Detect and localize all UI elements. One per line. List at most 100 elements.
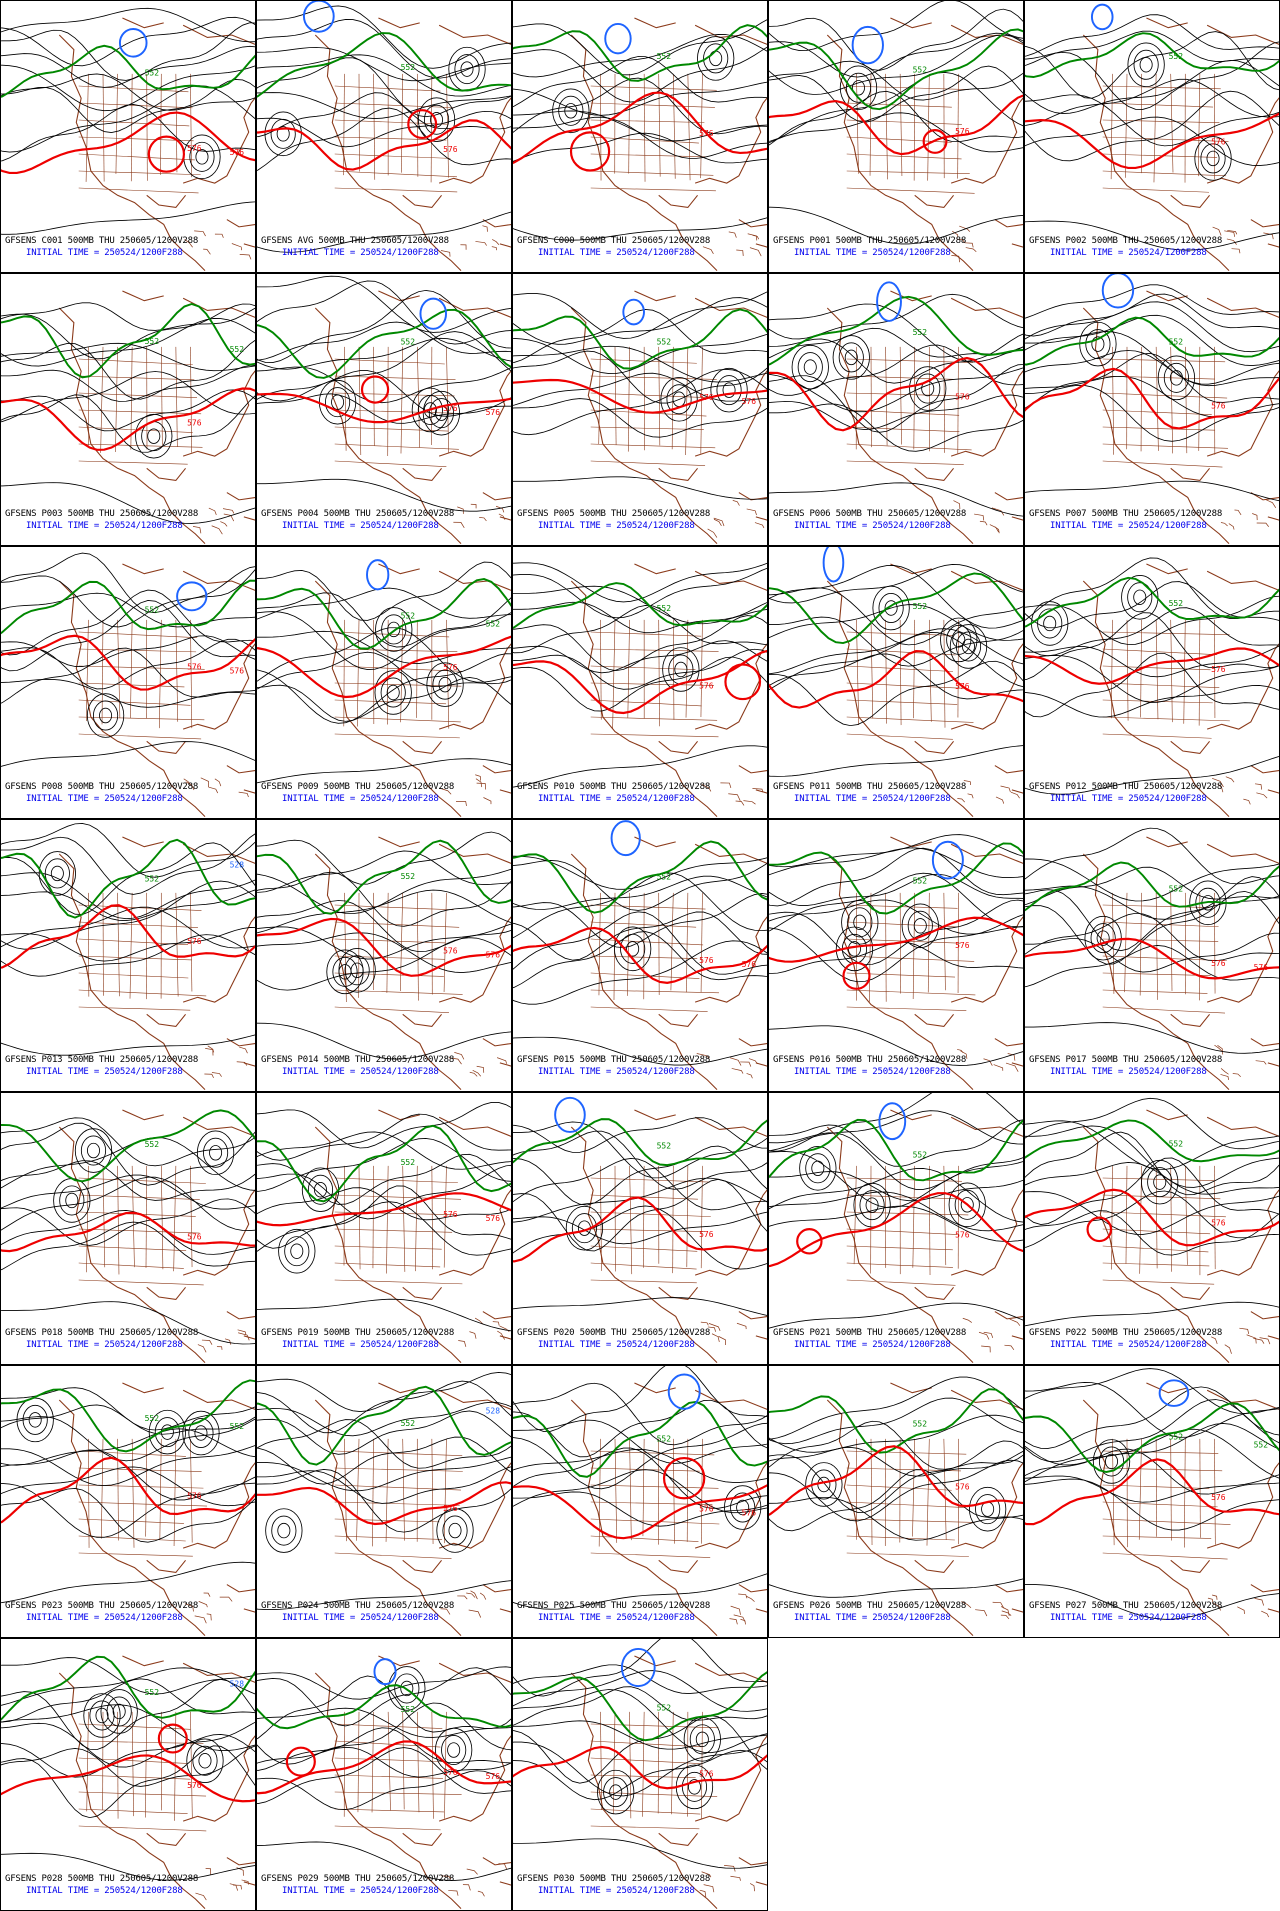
contour-576 <box>769 649 1023 709</box>
ensemble-panel-p025: 552 576 576 GFSENS P025 500MB THU 250605/12… <box>512 1365 768 1638</box>
coastline <box>1082 563 1279 817</box>
contour-label: 552 <box>1169 599 1184 608</box>
map-plot: 552 576 <box>769 547 1023 817</box>
contour-label: 576 <box>443 1210 458 1219</box>
panel-caption: GFSENS P003 500MB THU 250605/1200V288 <box>5 509 199 519</box>
map-plot: 552 576 576 <box>1 552 255 817</box>
contour-576 <box>513 378 767 414</box>
panel-caption: GFSENS P001 500MB THU 250605/1200V288 <box>773 236 967 246</box>
ensemble-panel-p022: 552 576 GFSENS P022 500MB THU 250605/1200V… <box>1024 1092 1280 1365</box>
panel-initial-time: INITIAL TIME = 250524/1200F288 <box>794 794 951 804</box>
contour-528 <box>302 1 335 33</box>
contour-576 <box>769 94 1023 156</box>
contour-label: 552 <box>145 68 160 77</box>
contour-label: 552 <box>1169 338 1184 347</box>
panel-caption: GFSENS P028 500MB THU 250605/1200V288 <box>5 1874 199 1884</box>
ensemble-panel-p012: 552 576 GFSENS P012 500MB THU 250605/1200V… <box>1024 546 1280 819</box>
panel-initial-time: INITIAL TIME = 250524/1200F288 <box>1050 1067 1207 1077</box>
contour-528 <box>610 820 641 857</box>
contour-552 <box>1025 576 1279 628</box>
contour-label: 552 <box>230 1422 245 1431</box>
contour-552 <box>513 308 767 370</box>
contour-label: 576 <box>699 1770 714 1779</box>
contour-552 <box>769 28 1023 111</box>
ensemble-panel-p024: 552 576 528 GFSENS P024 500MB THU 250605/12… <box>256 1365 512 1638</box>
contour-label: 576 <box>486 1772 501 1781</box>
panel-initial-time: INITIAL TIME = 250524/1200F288 <box>538 1886 695 1896</box>
contour-528 <box>667 1373 701 1410</box>
coastline <box>570 290 767 544</box>
coastline <box>314 1655 511 1909</box>
contour-label: 576 <box>1211 1219 1226 1228</box>
panel-initial-time: INITIAL TIME = 250524/1200F288 <box>26 521 183 531</box>
contour-552 <box>257 308 511 379</box>
contour-label: 552 <box>401 1705 416 1714</box>
map-plot: 552 576 576 <box>513 820 767 1090</box>
ensemble-panel-p005: 552 576 576 GFSENS P005 500MB THU 250605/12… <box>512 273 768 546</box>
coastline <box>826 1382 1023 1636</box>
contour-label: 576 <box>1211 1493 1226 1502</box>
map-plot: 552 576 <box>513 1639 767 1909</box>
contour-label: 576 <box>486 408 501 417</box>
coastline <box>826 290 1023 544</box>
contour-label: 576 <box>699 129 714 138</box>
ensemble-panel-p004: 552 576 576 GFSENS P004 500MB THU 250605/12… <box>256 273 512 546</box>
contour-label: 552 <box>401 1419 416 1428</box>
map-plot: 552 576 <box>1025 3 1279 271</box>
contour-label: 576 <box>443 1768 458 1777</box>
coastline <box>314 836 511 1090</box>
contour-528 <box>1090 3 1114 31</box>
contour-label: 552 <box>1169 52 1184 61</box>
ensemble-panel-p017: 552 576 576 GFSENS P017 500MB THU 250605/12… <box>1024 819 1280 1092</box>
panel-caption: GFSENS P010 500MB THU 250605/1200V288 <box>517 782 711 792</box>
panel-initial-time: INITIAL TIME = 250524/1200F288 <box>1050 248 1207 258</box>
contour-576 <box>513 1196 767 1263</box>
contour-label: 552 <box>1254 1441 1269 1450</box>
panel-caption: GFSENS P022 500MB THU 250605/1200V288 <box>1029 1328 1223 1338</box>
contour-552 <box>1 838 255 919</box>
contour-552 <box>513 840 767 914</box>
contour-552 <box>769 1388 1023 1454</box>
coastline <box>1082 17 1279 271</box>
panel-initial-time: INITIAL TIME = 250524/1200F288 <box>1050 1340 1207 1350</box>
panel-initial-time: INITIAL TIME = 250524/1200F288 <box>26 1886 183 1896</box>
contour-label: 552 <box>657 1434 672 1443</box>
contour-576 <box>769 356 1023 432</box>
contour-label: 552 <box>486 620 501 629</box>
panel-caption: GFSENS P011 500MB THU 250605/1200V288 <box>773 782 967 792</box>
panel-caption: GFSENS P007 500MB THU 250605/1200V288 <box>1029 509 1223 519</box>
contour-label: 552 <box>1169 1433 1184 1442</box>
panel-initial-time: INITIAL TIME = 250524/1200F288 <box>282 1886 439 1896</box>
contour-label: 552 <box>913 66 928 75</box>
panel-initial-time: INITIAL TIME = 250524/1200F288 <box>538 1067 695 1077</box>
ensemble-panel-p003: 552 576 552 GFSENS P003 500MB THU 250605/12… <box>0 273 256 546</box>
contour-label: 576 <box>955 127 970 136</box>
contour-576 <box>1 904 255 969</box>
coastline <box>570 563 767 817</box>
contour-576 <box>1025 937 1279 980</box>
contour-576 <box>513 91 767 164</box>
contour-552 <box>769 842 1023 915</box>
map-plot: 552 576 <box>513 562 767 817</box>
contour-label: 576 <box>699 1230 714 1239</box>
panel-caption: GFSENS P023 500MB THU 250605/1200V288 <box>5 1601 199 1611</box>
panel-caption: GFSENS P016 500MB THU 250605/1200V288 <box>773 1055 967 1065</box>
contour-label: 576 <box>955 1230 970 1239</box>
contour-552 <box>513 1118 767 1167</box>
map-plot: 552 576 <box>513 17 767 271</box>
contour-label: 576 <box>742 960 757 969</box>
panel-caption: GFSENS P030 500MB THU 250605/1200V288 <box>517 1874 711 1884</box>
coastline <box>570 17 767 271</box>
contour-label: 576 <box>742 397 757 406</box>
contour-label: 576 <box>1211 138 1226 147</box>
ensemble-panel-c000: 552 576 GFSENS C000 500MB THU 250605/1200V… <box>512 0 768 273</box>
contour-528 <box>419 297 448 330</box>
contour-528 <box>604 22 632 55</box>
coastline <box>58 1655 255 1909</box>
contour-552 <box>257 839 511 915</box>
contour-552 <box>513 24 767 82</box>
coastline <box>1082 290 1279 544</box>
contour-576 <box>257 119 511 171</box>
contour-label: 576 <box>230 148 245 157</box>
panel-initial-time: INITIAL TIME = 250524/1200F288 <box>794 248 951 258</box>
